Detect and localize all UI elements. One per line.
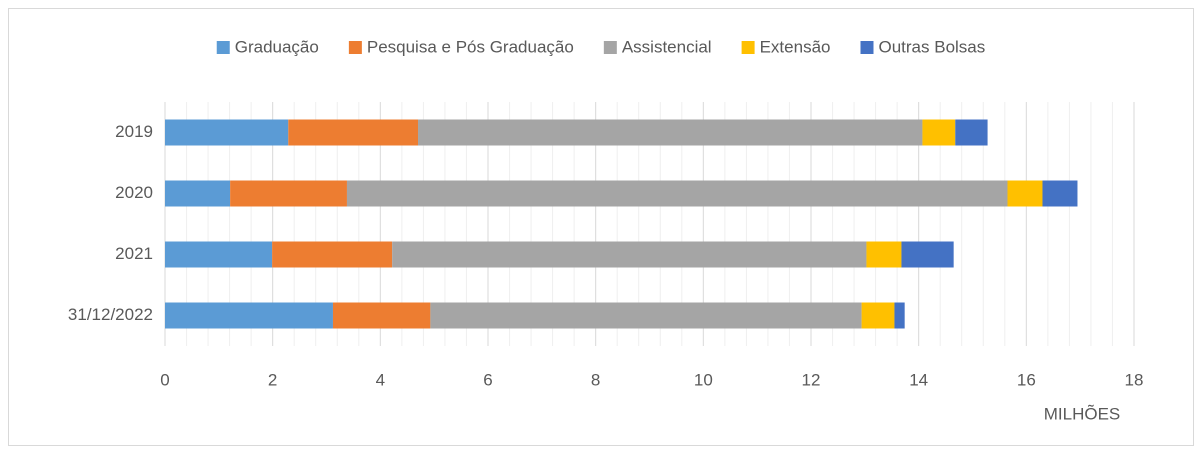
- y-tick-label: 31/12/2022: [68, 305, 153, 324]
- bar-segment: [861, 302, 895, 329]
- y-tick-label: 2020: [115, 183, 153, 202]
- bar-segment: [332, 302, 431, 329]
- x-tick-label: 4: [376, 370, 385, 389]
- x-tick-label: 16: [1017, 370, 1036, 389]
- legend-label: Graduação: [235, 37, 319, 56]
- bar-segment: [165, 241, 273, 268]
- bar-segment: [901, 241, 954, 268]
- x-axis-label: MILHÕES: [1044, 404, 1121, 423]
- bar-segment: [230, 180, 347, 207]
- x-tick-label: 18: [1125, 370, 1144, 389]
- x-tick-label: 2: [268, 370, 277, 389]
- bar-segment: [165, 180, 231, 207]
- legend-swatch: [603, 41, 617, 54]
- legend-label: Outras Bolsas: [878, 37, 985, 56]
- bar-segment: [392, 241, 867, 268]
- legend-swatch: [216, 41, 230, 54]
- bar-segment: [346, 180, 1008, 207]
- bar-segment: [288, 119, 419, 146]
- x-tick-label: 8: [591, 370, 600, 389]
- legend-label: Pesquisa e Pós Graduação: [367, 37, 574, 56]
- bar-segment: [922, 119, 956, 146]
- x-tick-label: 14: [909, 370, 928, 389]
- bar-segment: [165, 302, 333, 329]
- bar-segment: [418, 119, 923, 146]
- x-tick-label: 12: [802, 370, 821, 389]
- bar-segment: [866, 241, 902, 268]
- bar-segment: [894, 302, 905, 329]
- x-tick-label: 0: [160, 370, 169, 389]
- x-tick-label: 6: [483, 370, 492, 389]
- legend-swatch: [860, 41, 874, 54]
- bar-segment: [955, 119, 988, 146]
- bar-segment: [1042, 180, 1078, 207]
- y-tick-label: 2019: [115, 122, 153, 141]
- legend-label: Extensão: [760, 37, 831, 56]
- legend-label: Assistencial: [622, 37, 712, 56]
- legend-swatch: [348, 41, 362, 54]
- x-tick-label: 10: [694, 370, 713, 389]
- bar-segment: [165, 119, 289, 146]
- legend-swatch: [741, 41, 755, 54]
- bar-segment: [272, 241, 393, 268]
- bar-segment: [430, 302, 862, 329]
- bar-segment: [1007, 180, 1043, 207]
- y-tick-label: 2021: [115, 244, 153, 263]
- chart-border: [8, 8, 1194, 446]
